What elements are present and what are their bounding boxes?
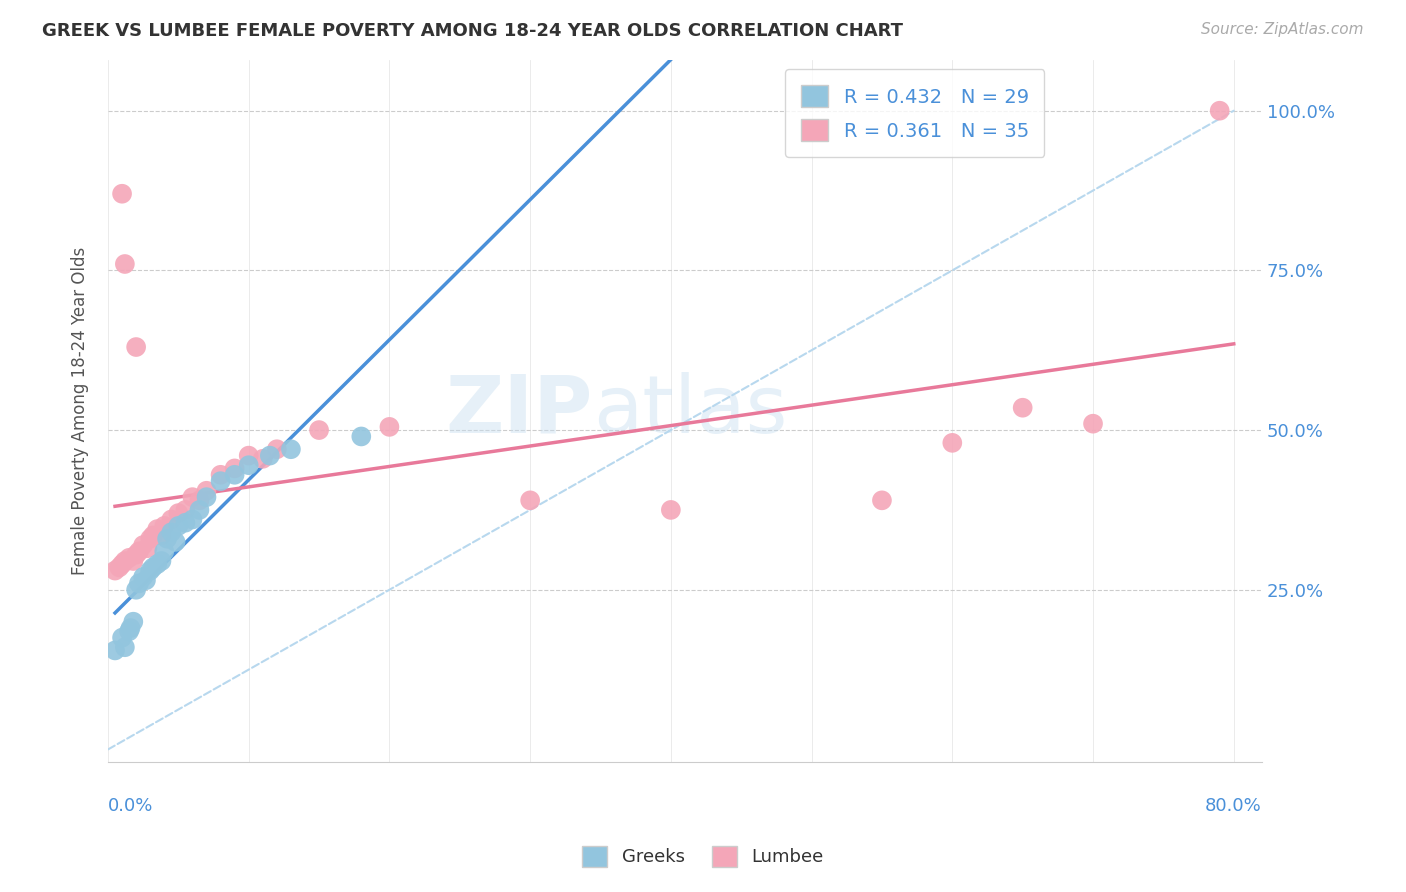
- Point: [1208, 103, 1230, 118]
- Point: [195, 483, 218, 498]
- Point: [111, 186, 134, 201]
- Point: [195, 490, 218, 504]
- Point: [156, 532, 179, 546]
- Point: [114, 554, 136, 568]
- Point: [167, 519, 190, 533]
- Point: [104, 643, 127, 657]
- Point: [150, 554, 173, 568]
- Point: [308, 423, 330, 437]
- Point: [135, 573, 157, 587]
- Point: [188, 503, 211, 517]
- Point: [181, 512, 204, 526]
- Legend: R = 0.432   N = 29, R = 0.361   N = 35: R = 0.432 N = 29, R = 0.361 N = 35: [786, 70, 1045, 157]
- Point: [209, 467, 232, 482]
- Point: [132, 538, 155, 552]
- Point: [136, 541, 159, 556]
- Y-axis label: Female Poverty Among 18-24 Year Olds: Female Poverty Among 18-24 Year Olds: [72, 247, 89, 575]
- Point: [104, 564, 127, 578]
- Point: [280, 442, 302, 457]
- Text: GREEK VS LUMBEE FEMALE POVERTY AMONG 18-24 YEAR OLDS CORRELATION CHART: GREEK VS LUMBEE FEMALE POVERTY AMONG 18-…: [42, 22, 903, 40]
- Point: [128, 544, 150, 558]
- Point: [224, 461, 246, 475]
- Point: [125, 548, 148, 562]
- Point: [378, 420, 401, 434]
- Point: [146, 522, 169, 536]
- Point: [165, 534, 187, 549]
- Point: [519, 493, 541, 508]
- Point: [146, 558, 169, 572]
- Point: [111, 631, 134, 645]
- Point: [174, 516, 197, 530]
- Point: [132, 570, 155, 584]
- Point: [870, 493, 893, 508]
- Point: [108, 560, 131, 574]
- Point: [160, 512, 183, 526]
- Point: [1081, 417, 1104, 431]
- Point: [139, 564, 162, 578]
- Point: [252, 451, 274, 466]
- Text: atlas: atlas: [593, 372, 787, 450]
- Point: [153, 519, 176, 533]
- Point: [118, 550, 141, 565]
- Point: [941, 435, 963, 450]
- Point: [266, 442, 288, 457]
- Point: [125, 582, 148, 597]
- Text: 0.0%: 0.0%: [108, 797, 153, 815]
- Point: [181, 490, 204, 504]
- Point: [209, 474, 232, 488]
- Point: [142, 528, 165, 542]
- Point: [150, 528, 173, 542]
- Text: Source: ZipAtlas.com: Source: ZipAtlas.com: [1201, 22, 1364, 37]
- Point: [114, 257, 136, 271]
- Point: [139, 532, 162, 546]
- Legend: Greeks, Lumbee: Greeks, Lumbee: [575, 838, 831, 874]
- Point: [238, 458, 260, 473]
- Text: ZIP: ZIP: [446, 372, 593, 450]
- Point: [1011, 401, 1033, 415]
- Point: [122, 615, 145, 629]
- Point: [125, 340, 148, 354]
- Point: [120, 621, 142, 635]
- Point: [114, 640, 136, 655]
- Point: [111, 558, 134, 572]
- Point: [259, 449, 281, 463]
- Point: [142, 560, 165, 574]
- Point: [153, 544, 176, 558]
- Text: 80.0%: 80.0%: [1205, 797, 1263, 815]
- Point: [118, 624, 141, 639]
- Point: [659, 503, 682, 517]
- Point: [160, 525, 183, 540]
- Point: [224, 467, 246, 482]
- Point: [122, 554, 145, 568]
- Point: [238, 449, 260, 463]
- Point: [174, 503, 197, 517]
- Point: [188, 493, 211, 508]
- Point: [128, 576, 150, 591]
- Point: [167, 506, 190, 520]
- Point: [350, 429, 373, 443]
